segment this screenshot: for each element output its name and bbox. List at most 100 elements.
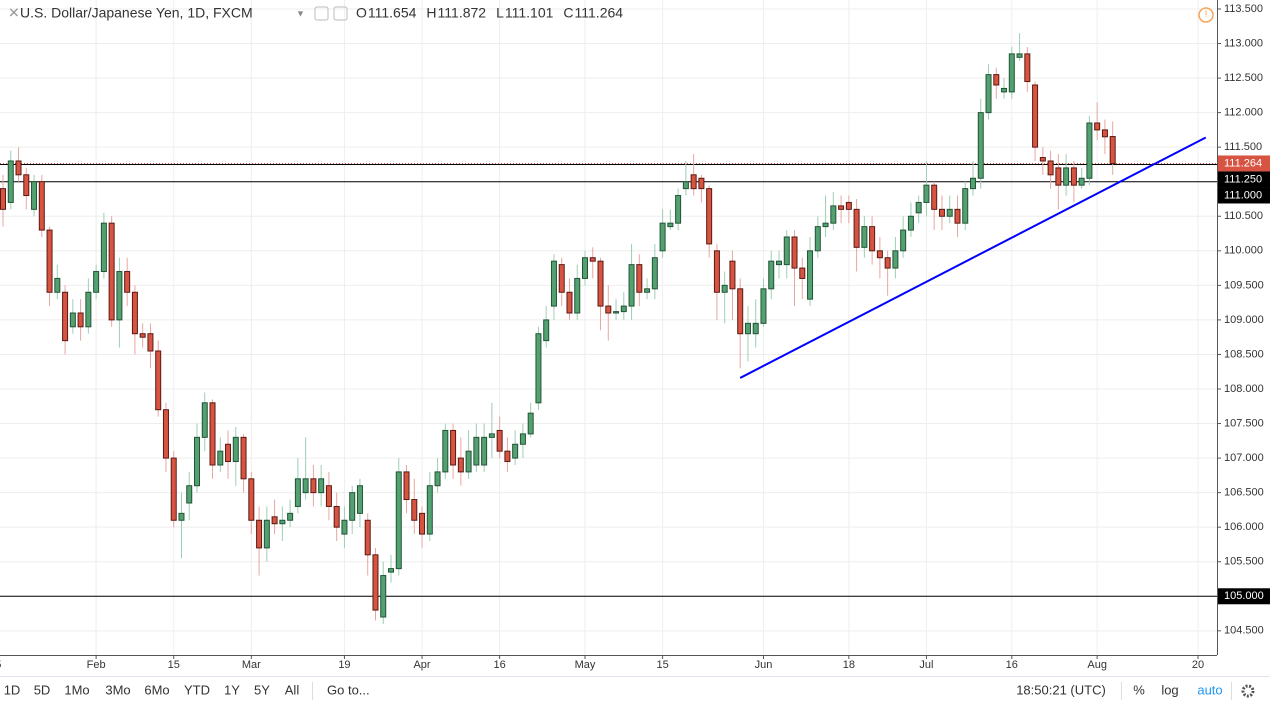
- candle-body: [776, 260, 782, 266]
- range-button[interactable]: YTD: [184, 682, 210, 697]
- candle-body: [62, 291, 69, 342]
- candle-body: [698, 177, 705, 190]
- candle-body: [1008, 53, 1015, 93]
- ohlc-value: 111.101: [505, 5, 554, 21]
- candle-body: [884, 257, 891, 269]
- symbol-title[interactable]: U.S. Dollar/Japanese Yen, 1D, FXCM: [20, 5, 253, 21]
- candle-body: [85, 291, 92, 328]
- price-label: 111.250: [1224, 173, 1262, 185]
- y-tick-label: 113.500: [1224, 3, 1263, 15]
- candle-body: [155, 350, 162, 411]
- range-button[interactable]: 5Y: [254, 682, 270, 697]
- ohlc-label: C: [563, 5, 573, 21]
- candle-body: [178, 512, 185, 521]
- candle-body: [1001, 87, 1008, 93]
- ohlc-label: H: [426, 5, 436, 21]
- candle-body: [923, 184, 930, 203]
- candle-body: [380, 575, 387, 618]
- candle-body: [535, 333, 542, 404]
- candle-body: [23, 174, 30, 197]
- candle-body: [1109, 136, 1116, 164]
- candle-body: [900, 229, 907, 252]
- price-label-box: [1218, 187, 1270, 204]
- price-label: 111.000: [1224, 189, 1262, 201]
- candle-body: [124, 271, 131, 293]
- candle-body: [752, 322, 759, 335]
- range-button[interactable]: 6Mo: [144, 682, 169, 697]
- candle-body: [248, 478, 255, 521]
- dropdown-icon[interactable]: ▼: [296, 8, 305, 18]
- candle-body: [46, 229, 53, 293]
- candle-body: [333, 505, 340, 528]
- range-button[interactable]: 5D: [34, 682, 51, 697]
- scale-option[interactable]: auto: [1197, 682, 1222, 697]
- alert-icon-mark: !: [1205, 10, 1208, 21]
- candle-body: [434, 471, 441, 487]
- candle-body: [318, 478, 325, 494]
- x-tick-label: May: [575, 659, 596, 671]
- candle-body: [287, 512, 294, 521]
- candle-body: [822, 222, 829, 228]
- candle-body: [512, 443, 519, 459]
- settings-icon[interactable]: [314, 6, 329, 21]
- candle-body: [473, 436, 480, 466]
- range-button[interactable]: 3Mo: [105, 682, 130, 697]
- candle-body: [760, 288, 767, 324]
- range-button[interactable]: 1D: [4, 682, 21, 697]
- price-label-box: [1218, 155, 1270, 172]
- scale-option[interactable]: %: [1133, 682, 1145, 697]
- y-tick-label: 106.500: [1224, 487, 1264, 499]
- range-button[interactable]: 1Mo: [64, 682, 89, 697]
- candle-body: [77, 312, 84, 328]
- candle-body: [628, 264, 635, 307]
- scale-option[interactable]: log: [1161, 682, 1178, 697]
- bottom-toolbar: 1D 5D 1Mo 3Mo 6Mo YTD 1Y 5Y All Go to... 18:50:21 …: [4, 682, 1255, 700]
- price-label: 111.264: [1224, 157, 1262, 169]
- candle-body: [201, 402, 208, 438]
- candle-body: [861, 226, 868, 248]
- candle-body: [799, 267, 806, 279]
- candle-body: [302, 478, 309, 494]
- candle-body: [450, 429, 457, 466]
- y-tick-label: 109.000: [1224, 314, 1264, 326]
- y-tick-label: 112.000: [1224, 107, 1263, 119]
- price-label: 105.000: [1224, 590, 1264, 602]
- candle-body: [263, 519, 270, 549]
- goto-button[interactable]: Go to...: [327, 682, 370, 697]
- y-tick-label: 108.500: [1224, 348, 1264, 360]
- range-button[interactable]: All: [285, 682, 300, 697]
- y-tick-label: 112.500: [1224, 72, 1263, 84]
- candle-body: [744, 322, 751, 335]
- y-tick-label: 111.500: [1224, 141, 1262, 153]
- x-tick-label: 15: [0, 659, 1, 671]
- candle-body: [1086, 122, 1093, 179]
- candle-body: [1047, 160, 1054, 176]
- collapse-icon[interactable]: ✕: [8, 5, 20, 21]
- candle-body: [682, 181, 689, 190]
- candle-body: [225, 443, 232, 463]
- candle-body: [845, 201, 852, 210]
- hide-icon[interactable]: [333, 6, 348, 21]
- candle-body: [644, 288, 651, 293]
- candle-body: [667, 222, 674, 228]
- candle-body: [341, 519, 348, 535]
- y-tick-label: 110.500: [1224, 210, 1263, 222]
- alert-icon[interactable]: [1198, 7, 1214, 23]
- x-tick-label: 15: [168, 659, 180, 671]
- candle-body: [1016, 53, 1023, 58]
- candle-body: [977, 112, 984, 179]
- candle-body: [550, 260, 557, 307]
- settings-gear[interactable]: [1241, 684, 1255, 698]
- candle-body: [814, 226, 821, 252]
- candle-body: [713, 250, 720, 293]
- candle-body: [768, 260, 775, 290]
- range-button[interactable]: 1Y: [224, 682, 240, 697]
- candle-body: [147, 333, 154, 352]
- x-tick-label: Jul: [919, 659, 933, 671]
- candle-body: [395, 471, 402, 570]
- x-tick-label: Apr: [413, 659, 430, 671]
- candle-body: [651, 257, 658, 290]
- candle-body: [488, 433, 495, 438]
- candle-body: [1070, 167, 1077, 186]
